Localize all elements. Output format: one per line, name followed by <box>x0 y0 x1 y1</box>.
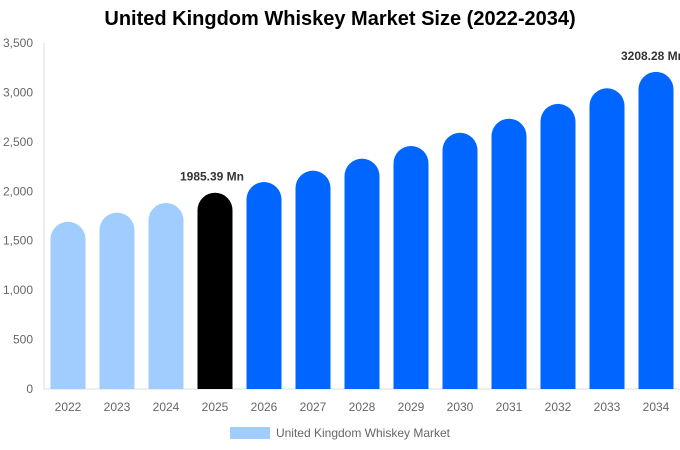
x-tick-label: 2023 <box>104 400 131 414</box>
bar-2029 <box>393 146 429 389</box>
x-tick-label: 2025 <box>202 400 229 414</box>
chart-title: United Kingdom Whiskey Market Size (2022… <box>104 8 576 30</box>
x-tick-label: 2030 <box>447 400 474 414</box>
x-tick-label: 2034 <box>643 400 670 414</box>
bar-2030 <box>442 132 478 390</box>
x-tick-label: 2033 <box>594 400 621 414</box>
bar-2026 <box>246 181 282 389</box>
y-tick-label: 3,000 <box>3 85 33 99</box>
bar-2024 <box>148 202 184 389</box>
bar-2032 <box>540 103 576 390</box>
x-tick-label: 2032 <box>545 400 572 414</box>
legend-label: United Kingdom Whiskey Market <box>275 426 451 440</box>
bar-2025 <box>197 192 233 389</box>
bar-2031 <box>491 118 527 389</box>
y-tick-label: 1,000 <box>3 283 33 297</box>
y-tick-label: 500 <box>13 333 33 347</box>
data-label-2034: 3208.28 Mn <box>621 49 680 63</box>
y-tick-label: 3,500 <box>3 36 33 50</box>
y-tick-label: 2,500 <box>3 135 33 149</box>
bar-2022 <box>50 221 86 389</box>
bar-2023 <box>99 212 135 389</box>
x-tick-label: 2022 <box>55 400 82 414</box>
y-tick-label: 0 <box>26 382 33 396</box>
bar-2027 <box>295 170 331 389</box>
x-tick-label: 2026 <box>251 400 278 414</box>
bar-2033 <box>589 88 625 389</box>
x-tick-label: 2029 <box>398 400 425 414</box>
legend-swatch <box>229 427 270 439</box>
y-tick-label: 1,500 <box>3 234 33 248</box>
x-tick-label: 2027 <box>300 400 327 414</box>
x-tick-label: 2024 <box>153 400 180 414</box>
bar-2028 <box>344 158 380 389</box>
legend: United Kingdom Whiskey Market <box>0 426 680 440</box>
x-tick-label: 2031 <box>496 400 523 414</box>
y-tick-label: 2,000 <box>3 184 33 198</box>
data-label-2025: 1985.39 Mn <box>180 170 244 184</box>
x-tick-label: 2028 <box>349 400 376 414</box>
bar-2034 <box>638 71 674 389</box>
